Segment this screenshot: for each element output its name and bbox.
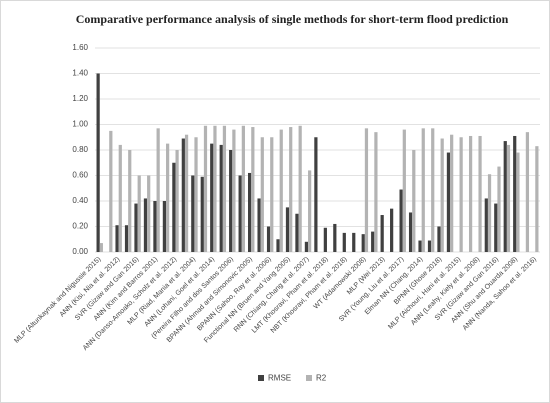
bar xyxy=(314,137,318,252)
bar xyxy=(289,127,293,252)
bar xyxy=(166,143,170,252)
bar xyxy=(418,240,422,252)
bar xyxy=(437,226,441,252)
bar xyxy=(380,215,384,252)
bar xyxy=(487,174,492,252)
bar xyxy=(506,144,511,252)
y-tick-label: 0.80 xyxy=(72,145,88,154)
bar xyxy=(241,125,245,252)
legend-swatch xyxy=(306,375,312,381)
bar xyxy=(497,166,501,252)
bar xyxy=(361,234,365,252)
legend-swatch xyxy=(258,375,264,381)
bar xyxy=(535,146,539,252)
bar xyxy=(222,125,227,252)
bar xyxy=(147,175,151,252)
bar xyxy=(408,212,413,252)
bar xyxy=(257,198,261,252)
bar xyxy=(342,232,346,252)
bar xyxy=(191,175,195,252)
bar xyxy=(184,134,189,252)
bar xyxy=(279,129,283,252)
bar xyxy=(468,135,473,252)
bar xyxy=(484,198,488,252)
bar xyxy=(172,162,176,252)
bar xyxy=(503,141,507,252)
bar xyxy=(478,135,482,252)
y-tick-label: 0.40 xyxy=(72,196,88,205)
bar xyxy=(525,132,530,252)
bar xyxy=(118,144,122,252)
bar xyxy=(194,137,198,252)
y-tick-label: 0.00 xyxy=(72,247,88,256)
bar xyxy=(219,144,223,252)
bar xyxy=(99,243,103,252)
bar xyxy=(285,207,290,252)
bar xyxy=(203,125,208,252)
bar xyxy=(200,176,204,252)
bar xyxy=(459,137,463,252)
y-tick-label: 1.40 xyxy=(72,69,88,78)
bar xyxy=(96,73,100,252)
bar xyxy=(399,189,403,252)
bar xyxy=(128,150,132,252)
bar xyxy=(175,150,179,252)
bar xyxy=(516,152,520,252)
bar xyxy=(364,128,369,252)
bar xyxy=(260,137,264,252)
bar xyxy=(308,170,312,252)
bar xyxy=(210,143,214,252)
bar xyxy=(421,128,425,252)
bar xyxy=(450,134,454,252)
bar xyxy=(266,226,271,252)
bar xyxy=(427,240,432,252)
bar xyxy=(440,138,444,252)
bar xyxy=(333,223,337,252)
bar xyxy=(352,232,356,252)
legend-label: RMSE xyxy=(268,374,291,383)
y-tick-label: 0.20 xyxy=(72,222,88,231)
bar xyxy=(143,198,148,252)
bar xyxy=(494,203,498,252)
bar xyxy=(232,129,236,252)
bar xyxy=(248,172,252,252)
bar xyxy=(134,203,138,252)
bar xyxy=(513,135,517,252)
bar xyxy=(213,125,217,252)
bar xyxy=(295,213,299,252)
bar xyxy=(251,127,255,252)
bar xyxy=(374,132,378,252)
bar xyxy=(124,225,129,252)
bar xyxy=(298,125,302,252)
bar xyxy=(156,128,160,252)
y-tick-label: 1.20 xyxy=(72,94,88,103)
chart-title: Comparative performance analysis of sing… xyxy=(76,12,509,26)
bar xyxy=(229,150,233,252)
bar xyxy=(137,175,141,252)
bar xyxy=(371,231,375,252)
y-tick-label: 1.60 xyxy=(72,43,88,52)
y-tick-label: 0.60 xyxy=(72,171,88,180)
bar xyxy=(181,138,185,252)
bar xyxy=(162,201,167,252)
bar xyxy=(153,201,157,252)
bar xyxy=(109,130,113,252)
bar xyxy=(323,227,327,252)
bar xyxy=(390,208,394,252)
bar xyxy=(270,137,274,252)
bar xyxy=(431,128,435,252)
bar xyxy=(276,239,280,252)
bar xyxy=(238,175,242,252)
bar xyxy=(115,225,119,252)
y-tick-label: 1.00 xyxy=(72,120,88,129)
bar xyxy=(304,241,309,252)
legend-label: R2 xyxy=(316,374,327,383)
bar xyxy=(446,152,451,252)
bar xyxy=(412,150,416,252)
bar xyxy=(402,129,406,252)
